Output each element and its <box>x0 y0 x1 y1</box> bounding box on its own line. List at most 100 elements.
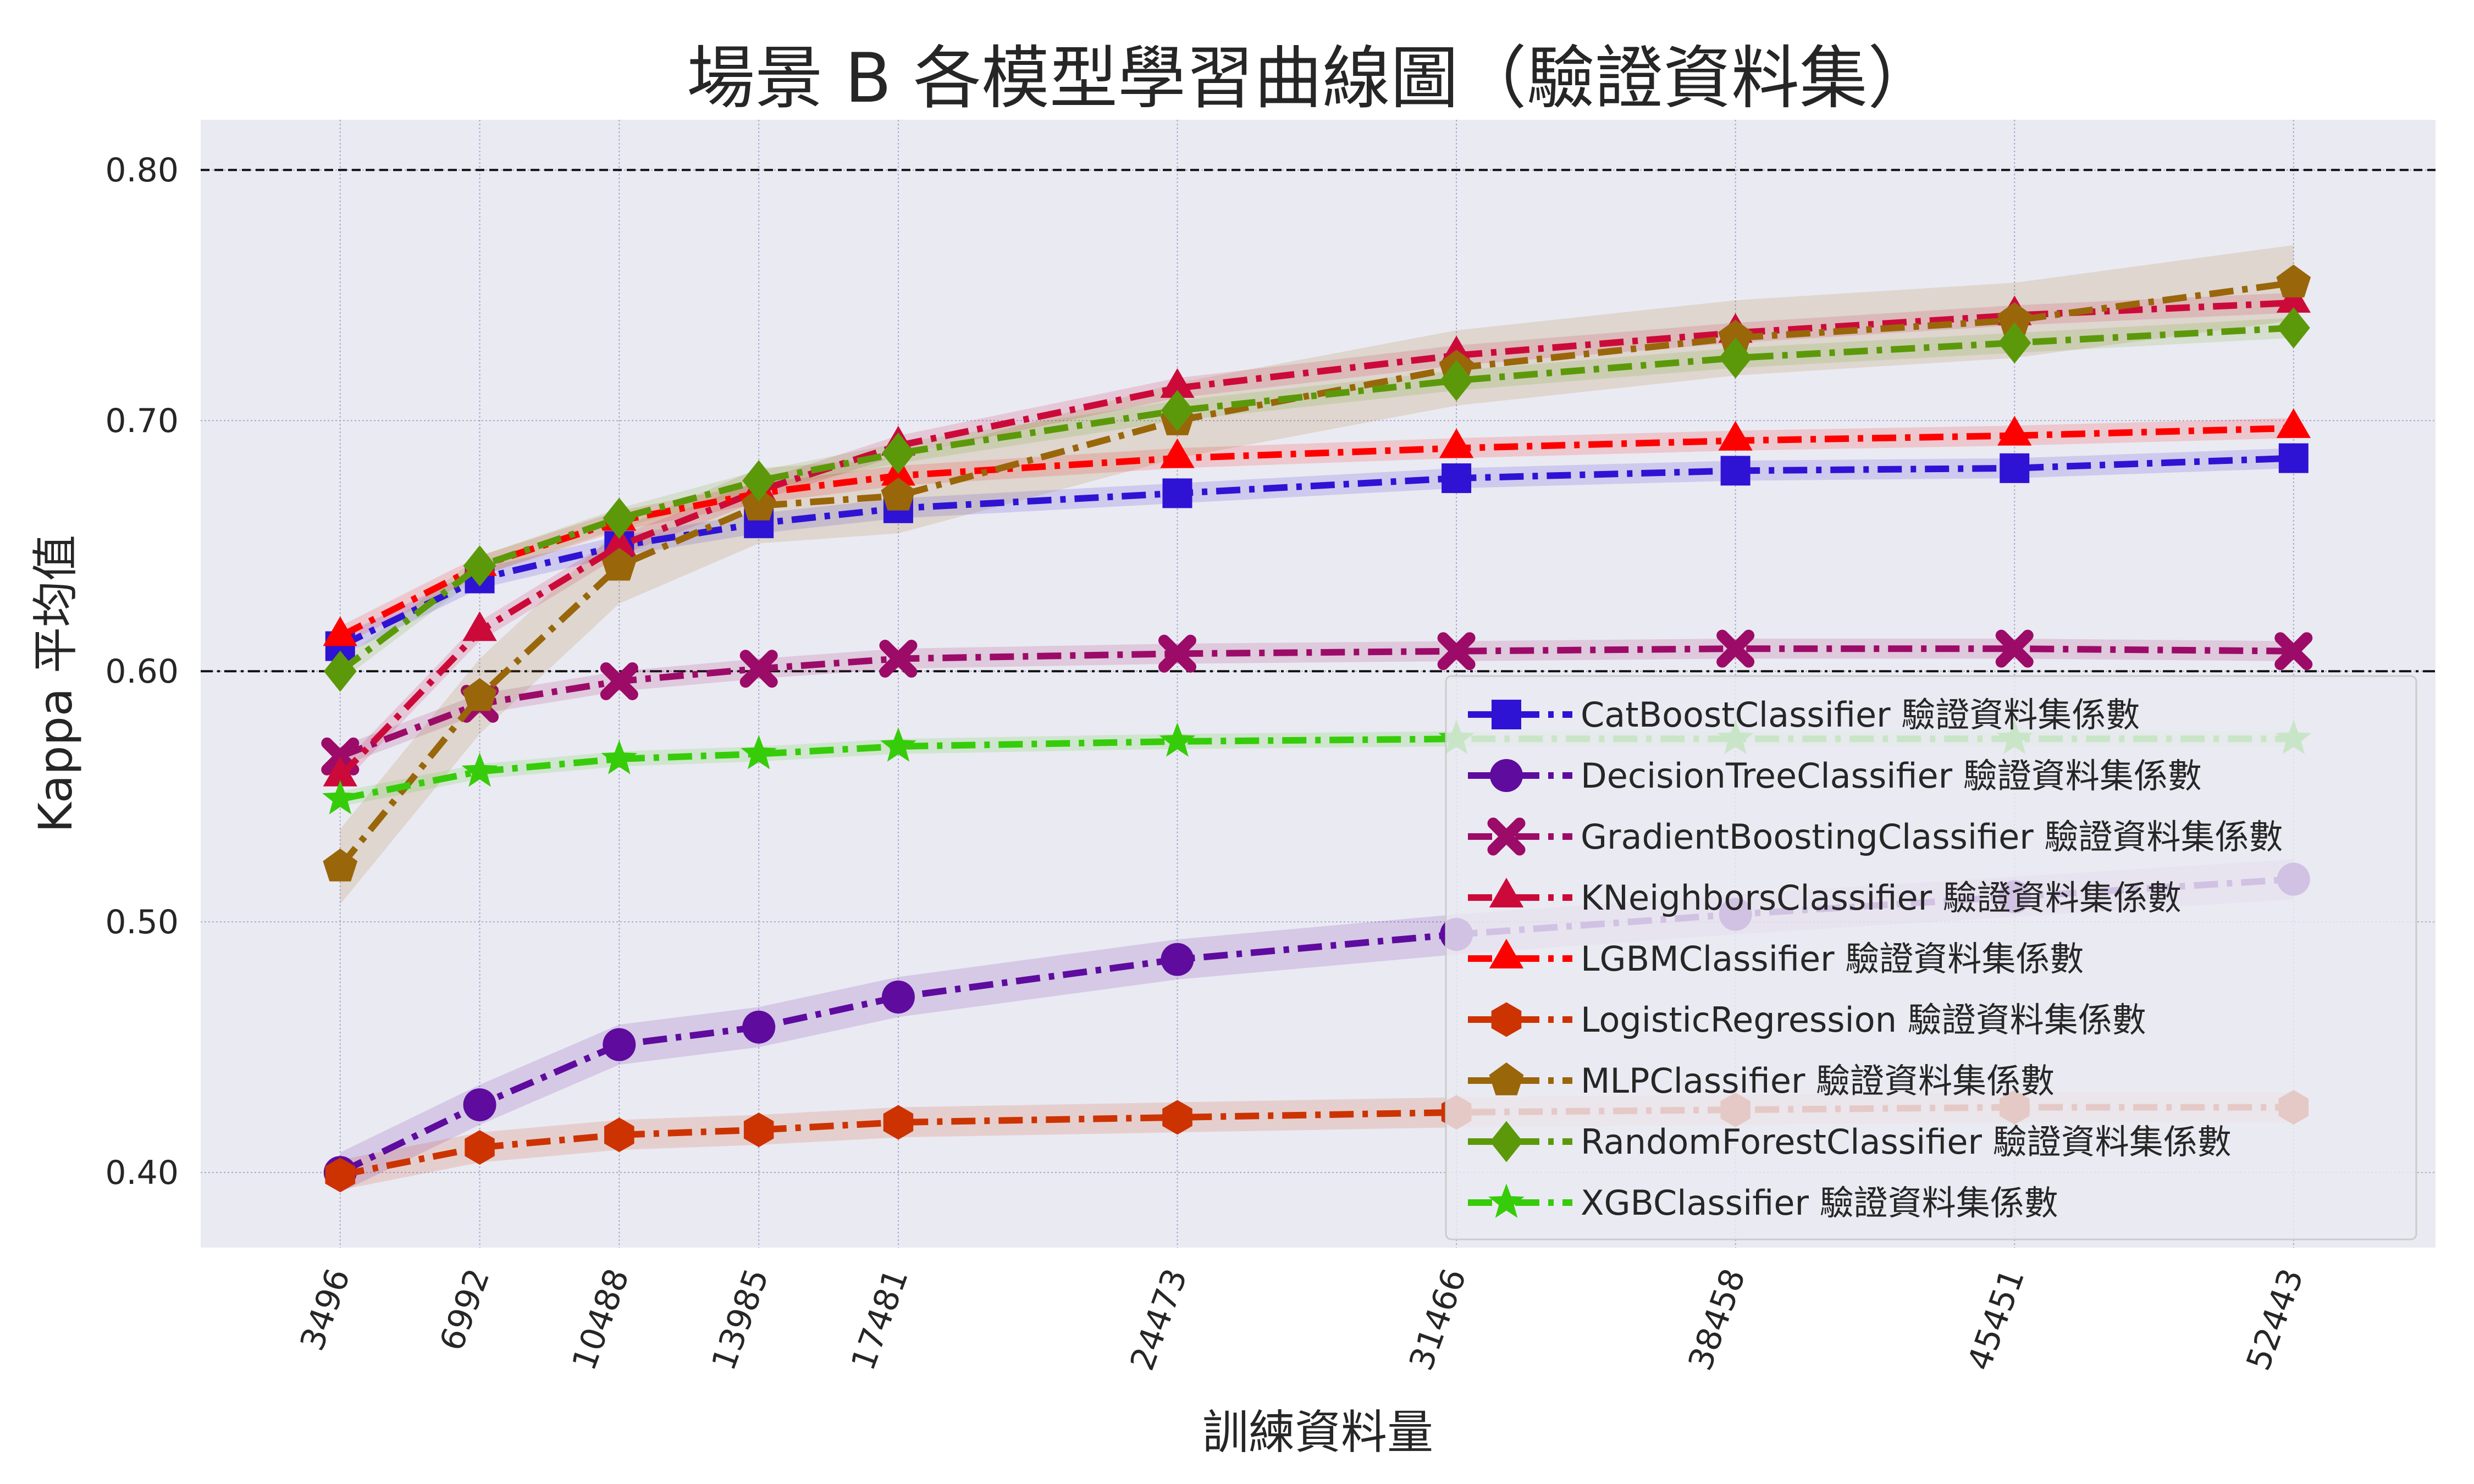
legend-entry-0: CatBoostClassifier 驗證資料集係數 <box>1468 695 2140 735</box>
series-0-point-6 <box>1442 463 1472 494</box>
chart-title: 場景 B 各模型學習曲線圖（驗證資料集） <box>687 39 1936 118</box>
legend-label-5: LogisticRegression 驗證資料集係數 <box>1581 1000 2146 1040</box>
series-3-point-2 <box>602 526 637 556</box>
x-tick-label-8: 45451 <box>1960 1264 2032 1375</box>
series-8-point-3 <box>741 735 777 769</box>
x-tick-label-9: 52443 <box>2239 1264 2311 1375</box>
series-4-point-9 <box>2276 408 2311 438</box>
series-0-point-9 <box>2278 443 2309 473</box>
x-tick-label-0: 3496 <box>293 1264 358 1355</box>
series-1-point-2 <box>603 1028 636 1061</box>
legend-entry-3: KNeighborsClassifier 驗證資料集係數 <box>1468 878 2182 918</box>
series-7-point-9 <box>2277 307 2310 348</box>
legend-swatch-marker-5 <box>1491 1002 1522 1037</box>
series-5-point-2 <box>604 1117 634 1153</box>
y-axis-ticks: 0.40 0.50 0.60 0.70 0.80 <box>105 151 179 1192</box>
series-7 <box>323 307 2310 692</box>
series-line-2 <box>339 645 2294 760</box>
series-7-point-0 <box>323 650 357 692</box>
series-6-point-0 <box>323 848 358 882</box>
x-tick-label-2: 10488 <box>565 1264 637 1375</box>
legend-swatch-marker-0 <box>1492 700 1521 729</box>
reference-lines <box>201 169 2436 673</box>
series-5-point-3 <box>743 1112 774 1148</box>
series-7-point-8 <box>1998 322 2031 364</box>
series-5-point-1 <box>465 1130 495 1165</box>
series-2-point-4 <box>879 639 918 678</box>
series-line-5 <box>339 1104 2294 1178</box>
legend-label-2: GradientBoostingClassifier 驗證資料集係數 <box>1581 817 2283 857</box>
y-tick-label-2: 0.60 <box>105 652 179 691</box>
legend-swatch-marker-4 <box>1489 939 1524 968</box>
series-6-point-7 <box>1718 319 1753 353</box>
legend-entry-6: MLPClassifier 驗證資料集係數 <box>1468 1061 2055 1101</box>
series-6-point-8 <box>1997 302 2032 335</box>
legend-swatch-marker-7 <box>1490 1121 1523 1162</box>
series-4-point-0 <box>323 616 357 646</box>
x-tick-label-1: 6992 <box>433 1264 498 1355</box>
series-band-0 <box>340 448 2294 656</box>
legend-swatch-marker-8 <box>1488 1183 1525 1218</box>
legend-entry-7: RandomForestClassifier 驗證資料集係數 <box>1468 1121 2232 1162</box>
legend-label-4: LGBMClassifier 驗證資料集係數 <box>1581 939 2084 979</box>
legend-swatch-marker-1 <box>1490 759 1523 792</box>
y-tick-label-1: 0.50 <box>105 903 179 942</box>
series-8-point-4 <box>880 727 916 762</box>
series-2-point-8 <box>1995 629 2034 668</box>
series-3-point-1 <box>462 611 497 641</box>
series-0-point-5 <box>1162 478 1192 508</box>
series-3-point-5 <box>1160 368 1195 398</box>
x-tick-label-3: 13985 <box>704 1264 776 1375</box>
series-6-point-1 <box>462 678 497 711</box>
y-tick-label-4: 0.80 <box>105 151 179 190</box>
series-6-point-4 <box>881 478 916 511</box>
series-7-point-1 <box>463 545 496 587</box>
series-3-point-9 <box>2276 283 2311 313</box>
series-5-point-4 <box>883 1105 914 1140</box>
y-tick-label-3: 0.70 <box>105 402 179 440</box>
series-0-point-8 <box>2000 453 2030 483</box>
legend-label-3: KNeighborsClassifier 驗證資料集係數 <box>1581 878 2182 918</box>
series-7-point-5 <box>1161 390 1194 431</box>
series-5-point-0 <box>325 1158 356 1193</box>
legend-entry-8: XGBClassifier 驗證資料集係數 <box>1468 1183 2058 1223</box>
x-tick-label-6: 31466 <box>1402 1264 1474 1375</box>
series-7-point-6 <box>1440 359 1473 401</box>
series-4-point-5 <box>1160 438 1195 468</box>
series-7-point-3 <box>742 460 776 502</box>
legend-label-7: RandomForestClassifier 驗證資料集係數 <box>1581 1122 2232 1162</box>
series-5-point-5 <box>1162 1100 1192 1135</box>
series-8-point-1 <box>461 752 498 787</box>
series-6-point-9 <box>2276 264 2311 298</box>
series-8-point-5 <box>1159 722 1196 757</box>
series-1-point-1 <box>463 1088 496 1122</box>
legend: CatBoostClassifier 驗證資料集係數 DecisionTreeCl… <box>1445 675 2417 1241</box>
series-7-point-2 <box>603 497 636 539</box>
x-tick-label-4: 17481 <box>844 1264 916 1375</box>
series-7-point-7 <box>1719 337 1752 379</box>
series-6-point-2 <box>601 547 637 581</box>
legend-label-8: XGBClassifier 驗證資料集係數 <box>1581 1183 2058 1223</box>
series-2-point-5 <box>1158 634 1196 673</box>
series-2-point-2 <box>600 662 638 700</box>
series-1-point-5 <box>1161 943 1194 976</box>
series-2-point-6 <box>1437 632 1476 671</box>
series-band-7 <box>340 318 2294 682</box>
series-4-point-8 <box>1997 416 2032 446</box>
series-8-point-0 <box>322 780 358 815</box>
legend-swatch-marker-3 <box>1489 878 1524 907</box>
series-6-point-3 <box>741 488 776 520</box>
series-line-0 <box>339 455 2294 649</box>
x-axis-ticks: 3496 6992 10488 13985 17481 24473 31466 38458 45… <box>293 1264 2311 1375</box>
series-line-7 <box>338 324 2294 674</box>
x-axis-label: 訓練資料量 <box>1202 1405 1433 1459</box>
legend-swatch-marker-6 <box>1489 1062 1524 1095</box>
series-line-4 <box>339 424 2294 639</box>
series-0-point-7 <box>1720 456 1750 486</box>
legend-entry-2: GradientBoostingClassifier 驗證資料集係數 <box>1468 817 2283 857</box>
series-line-3 <box>338 299 2294 779</box>
series-4-point-6 <box>1439 428 1474 458</box>
series-line-8 <box>339 735 2294 802</box>
legend-frame <box>1445 675 2417 1241</box>
